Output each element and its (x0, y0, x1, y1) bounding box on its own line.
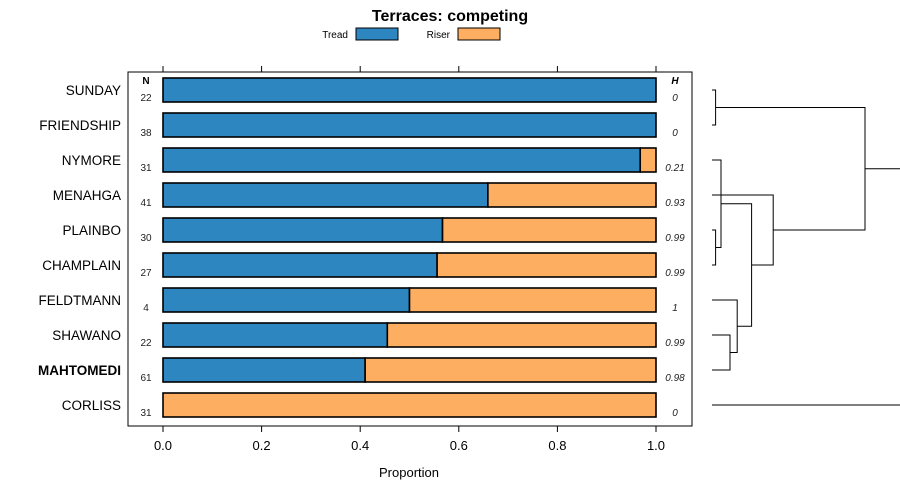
x-axis-label: Proportion (379, 465, 439, 480)
x-tick-label: 0.4 (351, 438, 369, 453)
h-value-menahga: 0.93 (665, 198, 685, 209)
category-label-mahtomedi: MAHTOMEDI (38, 363, 121, 378)
x-tick-label: 1.0 (647, 438, 665, 453)
category-label-friendship: FRIENDSHIP (39, 118, 121, 133)
h-column-header: H (671, 76, 679, 87)
h-value-corliss: 0 (672, 408, 678, 419)
bar-riser-nymore (639, 147, 657, 173)
dendrogram-branch (715, 107, 866, 231)
h-value-champlain: 0.99 (665, 268, 685, 279)
bars-layer (162, 77, 657, 418)
dendrogram-branch (712, 334, 731, 371)
chart-title: Terraces: competing (372, 8, 528, 25)
category-label-menahga: MENAHGA (53, 188, 121, 203)
dendrogram-branch (712, 168, 900, 406)
bar-riser-mahtomedi (364, 357, 657, 383)
bar-riser-feldtmann (408, 287, 657, 313)
n-value-corliss: 31 (140, 408, 152, 419)
n-value-menahga: 41 (140, 198, 152, 209)
category-labels: SUNDAY FRIENDSHIP NYMORE MENAHGA PLAINBO CHAM… (38, 83, 121, 413)
bar-tread-friendship (162, 112, 657, 138)
legend: Tread Riser (322, 27, 501, 41)
dendrogram-branch (712, 159, 722, 248)
x-tick-label: 0.0 (154, 438, 172, 453)
bar-riser-shawano (386, 322, 657, 348)
dendrogram-branch (712, 229, 717, 266)
x-tick-label: 0.8 (548, 438, 566, 453)
h-value-sunday: 0 (672, 93, 678, 104)
dendrogram (712, 89, 900, 406)
n-column-header: N (142, 76, 149, 87)
h-value-nymore: 0.21 (665, 163, 684, 174)
plot-frame (127, 71, 693, 427)
bar-tread-sunday (162, 77, 657, 103)
legend-swatch-riser (457, 27, 501, 41)
bar-riser-menahga (487, 182, 657, 208)
h-value-plainbo: 0.99 (665, 233, 685, 244)
h-value-mahtomedi: 0.98 (665, 373, 685, 384)
category-label-corliss: CORLISS (62, 398, 121, 413)
bar-riser-champlain (436, 252, 657, 278)
legend-swatch-tread (355, 27, 399, 41)
bar-riser-corliss (162, 392, 657, 418)
n-value-friendship: 38 (140, 128, 152, 139)
n-value-champlain: 27 (140, 268, 152, 279)
bar-tread-menahga (162, 182, 489, 208)
bar-riser-plainbo (441, 217, 657, 243)
category-label-champlain: CHAMPLAIN (42, 258, 121, 273)
legend-label-riser: Riser (427, 30, 451, 41)
n-value-sunday: 22 (140, 93, 152, 104)
n-value-feldtmann: 4 (143, 303, 149, 314)
bar-tread-plainbo (162, 217, 444, 243)
bar-tread-mahtomedi (162, 357, 366, 383)
n-value-shawano: 22 (140, 338, 152, 349)
bar-tread-feldtmann (162, 287, 411, 313)
category-label-plainbo: PLAINBO (62, 223, 121, 238)
legend-label-tread: Tread (322, 30, 348, 41)
n-value-nymore: 31 (140, 163, 152, 174)
dendrogram-branch (712, 299, 738, 353)
n-value-mahtomedi: 61 (140, 373, 152, 384)
bar-tread-champlain (162, 252, 438, 278)
category-label-feldtmann: FELDTMANN (38, 293, 121, 308)
h-value-shawano: 0.99 (665, 338, 685, 349)
dendrogram-branch (712, 89, 717, 126)
category-label-nymore: NYMORE (62, 153, 121, 168)
category-label-shawano: SHAWANO (52, 328, 121, 343)
x-tick-label: 0.6 (450, 438, 468, 453)
dendrogram-branch (721, 203, 753, 327)
h-value-feldtmann: 1 (672, 303, 678, 314)
x-axis: 0.0 0.2 0.4 0.6 0.8 1.0 (154, 66, 665, 453)
x-tick-label: 0.2 (253, 438, 271, 453)
n-value-plainbo: 30 (140, 233, 152, 244)
category-label-sunday: SUNDAY (66, 83, 121, 98)
bar-tread-nymore (162, 147, 642, 173)
h-value-friendship: 0 (672, 128, 678, 139)
bar-tread-shawano (162, 322, 389, 348)
